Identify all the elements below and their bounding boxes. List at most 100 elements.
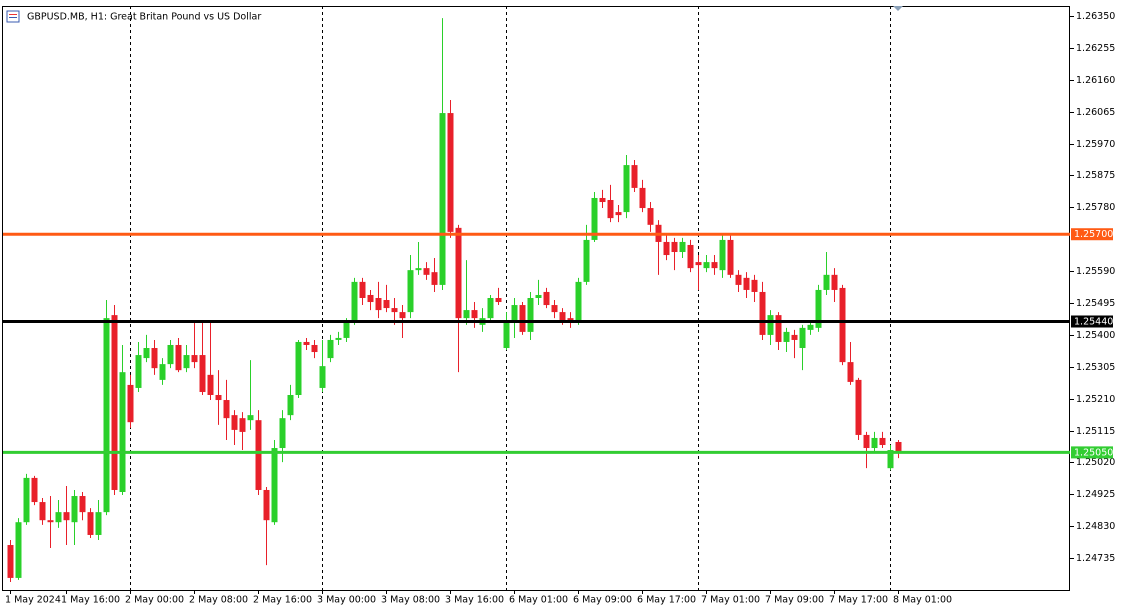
candle-body [631, 165, 638, 188]
candle-body [207, 374, 214, 395]
x-tick-label: 3 May 16:00 [445, 595, 504, 606]
candle-body [263, 489, 270, 521]
x-tick-label: 1 May 2024 [5, 595, 61, 606]
candle-body [119, 372, 126, 492]
candle-body [455, 227, 462, 319]
candle-body [151, 348, 158, 369]
candle-body [327, 339, 334, 359]
candle-body [463, 310, 470, 319]
x-tick-label: 2 May 00:00 [125, 595, 184, 606]
candle-body [783, 331, 790, 342]
candle-body [839, 287, 846, 363]
y-tick-label: 1.25495 [1076, 298, 1115, 309]
candle-body [847, 362, 854, 382]
candle-body [471, 310, 478, 319]
candle-body [87, 512, 94, 535]
candle-body [223, 400, 230, 419]
candle-body [159, 364, 166, 380]
candle-body [727, 239, 734, 275]
y-tick-label: 1.24925 [1076, 489, 1115, 500]
candle-body [503, 322, 510, 349]
candle-body [39, 502, 46, 521]
candle-body [695, 262, 702, 266]
plot-layer [3, 6, 1070, 590]
candle-body [583, 239, 590, 282]
candle-body [359, 281, 366, 298]
y-tick-label: 1.25875 [1076, 170, 1115, 181]
y-tick-label: 1.26065 [1076, 107, 1115, 118]
candle-body [551, 305, 558, 313]
candle-body [351, 281, 358, 323]
candle-body [63, 512, 70, 521]
x-tick-label: 8 May 01:00 [893, 595, 952, 606]
candle-body [295, 341, 302, 395]
candle-body [439, 113, 446, 285]
candle-body [319, 366, 326, 388]
candle-body [559, 312, 566, 323]
y-tick-label: 1.25305 [1076, 362, 1115, 373]
candle-body [279, 418, 286, 449]
candle-body [863, 434, 870, 449]
candle-body [639, 187, 646, 209]
plot-frame [2, 6, 1070, 591]
candle-body [175, 344, 182, 371]
candle-body [495, 298, 502, 303]
price-level-label: 1.25700 [1074, 229, 1113, 240]
chart-title: GBPUSD.MB, H1: Great Britan Pound vs US … [27, 12, 261, 23]
x-tick-label: 3 May 00:00 [317, 595, 376, 606]
candle-body [399, 312, 406, 319]
candle-body [543, 291, 550, 306]
candle-body [71, 496, 78, 523]
candle-body [855, 379, 862, 435]
candle-body [431, 272, 438, 285]
candle-body [183, 355, 190, 369]
candle-body [751, 279, 758, 292]
x-tick-label: 3 May 08:00 [381, 595, 440, 606]
candle-body [599, 197, 606, 203]
candle-body [55, 512, 62, 523]
x-tick-label: 6 May 17:00 [637, 595, 696, 606]
x-tick-label: 7 May 09:00 [765, 595, 824, 606]
candle-body [79, 496, 86, 513]
candle-body [255, 420, 262, 490]
candle-body [231, 415, 238, 430]
candle-body [719, 239, 726, 271]
y-tick-label: 1.25115 [1076, 426, 1115, 437]
x-tick-label: 2 May 16:00 [253, 595, 312, 606]
candle-body [95, 512, 102, 535]
candle-body [703, 262, 710, 269]
candle-body [799, 327, 806, 349]
candle-body [247, 415, 254, 421]
y-tick-label: 1.25210 [1076, 394, 1115, 405]
y-tick-label: 1.25020 [1076, 457, 1115, 468]
candle-body [711, 262, 718, 269]
y-tick-label: 1.25970 [1076, 139, 1115, 150]
y-tick-label: 1.24830 [1076, 521, 1115, 532]
candle-body [511, 305, 518, 323]
candle-body [607, 199, 614, 219]
candle-body [367, 294, 374, 303]
x-tick-label: 7 May 01:00 [701, 595, 760, 606]
candle-body [895, 441, 902, 453]
x-tick-label: 6 May 09:00 [573, 595, 632, 606]
price-level-label: 1.25050 [1074, 447, 1113, 458]
candle-body [879, 437, 886, 446]
candle-body [143, 348, 150, 359]
price-level-label: 1.25440 [1074, 316, 1113, 327]
candle-body [375, 298, 382, 311]
x-tick-label: 2 May 08:00 [189, 595, 248, 606]
candle-body [487, 298, 494, 319]
candle-body [103, 318, 110, 513]
candle-body [23, 477, 30, 523]
candle-body [759, 291, 766, 335]
candle-body [15, 522, 22, 578]
y-tick-label: 1.26350 [1076, 11, 1115, 22]
candle-body [199, 355, 206, 392]
candle-body [391, 308, 398, 313]
y-tick-label: 1.26160 [1076, 75, 1115, 86]
candle-body [335, 337, 342, 340]
candle-body [31, 477, 38, 503]
candle-body [343, 322, 350, 338]
